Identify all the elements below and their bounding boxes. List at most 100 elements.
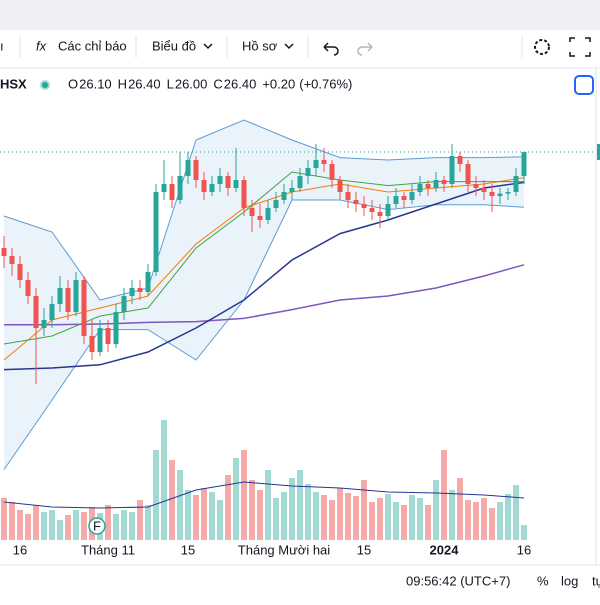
auto-toggle[interactable]: tự bbox=[592, 573, 600, 588]
change: +0.20 bbox=[262, 76, 295, 91]
volume-bar bbox=[73, 510, 79, 540]
candle-body bbox=[41, 320, 47, 328]
candle-body bbox=[161, 184, 167, 192]
candle-body bbox=[449, 156, 455, 184]
clock: 09:56:42 (UTC+7) bbox=[406, 573, 510, 588]
chevron bbox=[284, 43, 294, 50]
candle-body bbox=[329, 164, 335, 180]
volume-bar bbox=[497, 502, 503, 540]
candle-body bbox=[297, 176, 303, 188]
volume-bar bbox=[209, 492, 215, 540]
volume-bar bbox=[129, 512, 135, 540]
event-marker bbox=[88, 517, 106, 535]
volume-bar bbox=[161, 420, 167, 540]
volume-bar bbox=[457, 478, 463, 540]
legend-row: HSX bbox=[0, 76, 50, 91]
volume-bar bbox=[105, 505, 111, 540]
volume-bar bbox=[193, 495, 199, 540]
volume-bar bbox=[121, 510, 127, 540]
candle-body bbox=[521, 152, 527, 176]
candle-body bbox=[145, 272, 151, 292]
volume-bar bbox=[1, 498, 7, 540]
undo-button[interactable] bbox=[323, 42, 339, 56]
volume-bar bbox=[305, 484, 311, 540]
candle-body bbox=[137, 288, 143, 292]
candle-body bbox=[233, 180, 239, 188]
volume-bar bbox=[377, 498, 383, 540]
candle-body bbox=[457, 156, 463, 164]
candle-body bbox=[89, 336, 95, 352]
chart-button[interactable]: Biểu đồ bbox=[152, 38, 196, 53]
log-toggle[interactable]: log bbox=[561, 573, 578, 588]
candle-body bbox=[369, 208, 375, 212]
candle-body bbox=[177, 176, 183, 200]
candle-body bbox=[9, 256, 15, 264]
volume-bar bbox=[409, 495, 415, 540]
volume-bar bbox=[81, 512, 87, 540]
volume-bar bbox=[369, 502, 375, 540]
candle-body bbox=[393, 196, 399, 204]
candle-body bbox=[169, 184, 175, 200]
compare-button[interactable] bbox=[574, 75, 594, 95]
candle-body bbox=[425, 184, 431, 188]
volume-bar bbox=[425, 505, 431, 540]
indicators-button[interactable]: Các chỉ báo bbox=[58, 38, 127, 53]
candle-body bbox=[65, 288, 71, 312]
candle-body bbox=[257, 216, 263, 220]
percent-toggle[interactable]: % bbox=[537, 573, 549, 588]
volume-bar bbox=[289, 478, 295, 540]
candle-body bbox=[513, 176, 519, 192]
volume-bar bbox=[169, 460, 175, 540]
volume-bar bbox=[449, 490, 455, 540]
moving-average bbox=[3, 181, 525, 371]
candle-body bbox=[497, 193, 503, 196]
status-dot bbox=[42, 82, 48, 88]
ohlc-label: O bbox=[68, 76, 78, 91]
volume-bar bbox=[153, 450, 159, 540]
candle-body bbox=[409, 192, 415, 200]
event-marker-label: F bbox=[93, 518, 101, 533]
candle-body bbox=[345, 192, 351, 200]
candle-body bbox=[81, 280, 87, 336]
volume-bar bbox=[281, 492, 287, 540]
volume-bar bbox=[177, 470, 183, 540]
change-percent: (+0.76%) bbox=[299, 76, 352, 91]
candle-body bbox=[17, 264, 23, 280]
volume-bar bbox=[393, 502, 399, 540]
candle-body bbox=[281, 192, 287, 200]
candle-body bbox=[321, 160, 327, 164]
fx-icon[interactable]: fx bbox=[36, 38, 47, 53]
volume-bar bbox=[225, 475, 231, 540]
volume-bar bbox=[201, 488, 207, 540]
candle-body bbox=[273, 200, 279, 208]
x-tick-label: 15 bbox=[357, 542, 371, 557]
volume-bar bbox=[113, 514, 119, 540]
candle-body bbox=[105, 328, 111, 344]
band-upper bbox=[3, 119, 525, 301]
volume-bar bbox=[41, 512, 47, 540]
volume-bar bbox=[481, 498, 487, 540]
candle-body bbox=[129, 288, 135, 296]
volume-bar bbox=[273, 498, 279, 540]
candle-body bbox=[185, 160, 191, 176]
volume-bar bbox=[441, 450, 447, 540]
candle-body bbox=[121, 296, 127, 312]
volume-bar bbox=[49, 510, 55, 540]
window-top bbox=[0, 0, 600, 30]
redo-button[interactable] bbox=[357, 42, 373, 56]
candle-body bbox=[441, 180, 447, 184]
settings-button[interactable] bbox=[534, 39, 550, 55]
volume-bar bbox=[353, 496, 359, 540]
toolbar bbox=[0, 30, 600, 68]
candle-body bbox=[465, 164, 471, 184]
plot bbox=[1, 119, 527, 540]
volume-bar bbox=[417, 498, 423, 540]
candle-body bbox=[153, 192, 159, 272]
volume-bar bbox=[313, 492, 319, 540]
volume-bar bbox=[505, 494, 511, 540]
candle-body bbox=[377, 212, 383, 216]
profile-button[interactable]: Hồ sơ bbox=[242, 38, 278, 53]
candle-body bbox=[401, 196, 407, 200]
fullscreen-button[interactable] bbox=[569, 37, 591, 57]
